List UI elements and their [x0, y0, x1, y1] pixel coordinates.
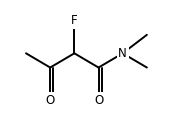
Text: O: O	[46, 94, 55, 107]
Text: O: O	[94, 94, 103, 107]
Text: F: F	[71, 14, 78, 27]
Text: N: N	[118, 47, 127, 60]
